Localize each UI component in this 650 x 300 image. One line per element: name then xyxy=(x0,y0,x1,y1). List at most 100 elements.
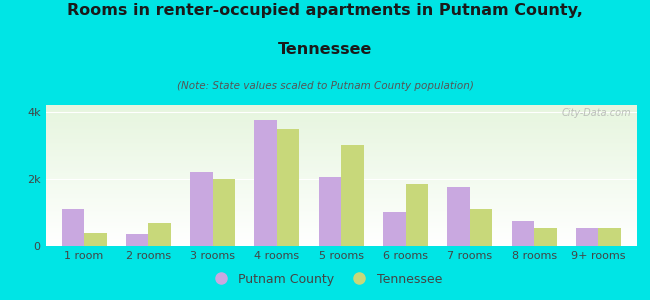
Bar xyxy=(46,218,637,219)
Bar xyxy=(46,153,637,154)
Bar xyxy=(46,243,637,244)
Bar xyxy=(46,197,637,198)
Bar xyxy=(46,236,637,238)
Bar xyxy=(46,147,637,149)
Bar xyxy=(46,190,637,191)
Bar xyxy=(46,146,637,147)
Bar xyxy=(46,139,637,140)
Bar xyxy=(534,227,556,246)
Bar xyxy=(512,221,534,246)
Bar xyxy=(46,212,637,214)
Bar xyxy=(254,120,277,246)
Bar xyxy=(46,118,637,119)
Bar xyxy=(470,209,492,246)
Bar xyxy=(576,227,599,246)
Bar xyxy=(46,220,637,222)
Bar xyxy=(46,180,637,181)
Bar xyxy=(46,239,637,240)
Bar xyxy=(46,166,637,167)
Bar xyxy=(46,152,637,153)
Bar xyxy=(46,192,637,194)
Bar xyxy=(46,170,637,171)
Bar xyxy=(46,224,637,225)
Bar xyxy=(190,172,213,246)
Bar xyxy=(46,173,637,174)
Bar xyxy=(318,177,341,246)
Bar xyxy=(46,156,637,157)
Bar xyxy=(46,185,637,187)
Bar xyxy=(46,111,637,112)
Bar xyxy=(46,164,637,166)
Bar xyxy=(46,122,637,123)
Bar xyxy=(46,222,637,224)
Bar xyxy=(46,205,637,206)
Bar xyxy=(46,219,637,220)
Bar xyxy=(46,230,637,232)
Bar xyxy=(46,143,637,145)
Bar xyxy=(46,181,637,182)
Bar xyxy=(46,105,637,106)
Bar xyxy=(46,161,637,163)
Bar xyxy=(277,128,300,246)
Bar xyxy=(62,209,84,246)
Bar xyxy=(46,215,637,216)
Bar xyxy=(46,191,637,192)
Bar xyxy=(341,145,364,246)
Bar xyxy=(46,154,637,156)
Bar xyxy=(46,216,637,218)
Bar xyxy=(46,115,637,116)
Bar xyxy=(46,126,637,128)
Bar xyxy=(46,123,637,125)
Bar xyxy=(46,136,637,137)
Bar xyxy=(46,195,637,197)
Bar xyxy=(46,129,637,130)
Bar xyxy=(46,174,637,176)
Bar xyxy=(46,108,637,109)
Bar xyxy=(46,229,637,230)
Bar xyxy=(46,184,637,185)
Bar xyxy=(46,176,637,177)
Bar xyxy=(46,208,637,209)
Bar xyxy=(46,225,637,226)
Bar xyxy=(46,109,637,111)
Bar xyxy=(46,209,637,211)
Bar xyxy=(406,184,428,246)
Bar xyxy=(46,228,637,229)
Bar xyxy=(126,234,148,246)
Bar xyxy=(46,171,637,173)
Bar xyxy=(46,116,637,118)
Bar xyxy=(46,182,637,184)
Bar xyxy=(46,159,637,160)
Bar xyxy=(46,198,637,200)
Bar xyxy=(46,200,637,201)
Bar xyxy=(46,188,637,190)
Bar xyxy=(46,232,637,233)
Bar xyxy=(46,140,637,142)
Bar xyxy=(46,178,637,180)
Bar xyxy=(46,177,637,178)
Bar xyxy=(148,223,171,246)
Text: Tennessee: Tennessee xyxy=(278,42,372,57)
Bar xyxy=(46,119,637,121)
Bar xyxy=(46,112,637,113)
Bar xyxy=(46,121,637,122)
Bar xyxy=(46,132,637,133)
Bar xyxy=(46,130,637,132)
Bar xyxy=(383,212,406,246)
Bar xyxy=(46,169,637,170)
Bar xyxy=(46,106,637,108)
Bar xyxy=(46,204,637,205)
Bar xyxy=(46,206,637,208)
Bar xyxy=(46,194,637,195)
Bar xyxy=(46,133,637,135)
Bar xyxy=(46,240,637,242)
Bar xyxy=(46,135,637,136)
Bar xyxy=(84,232,107,246)
Bar xyxy=(46,145,637,146)
Bar xyxy=(213,179,235,246)
Bar xyxy=(46,226,637,228)
Text: City-Data.com: City-Data.com xyxy=(562,108,631,118)
Bar xyxy=(46,202,637,204)
Bar xyxy=(46,242,637,243)
Bar xyxy=(46,113,637,115)
